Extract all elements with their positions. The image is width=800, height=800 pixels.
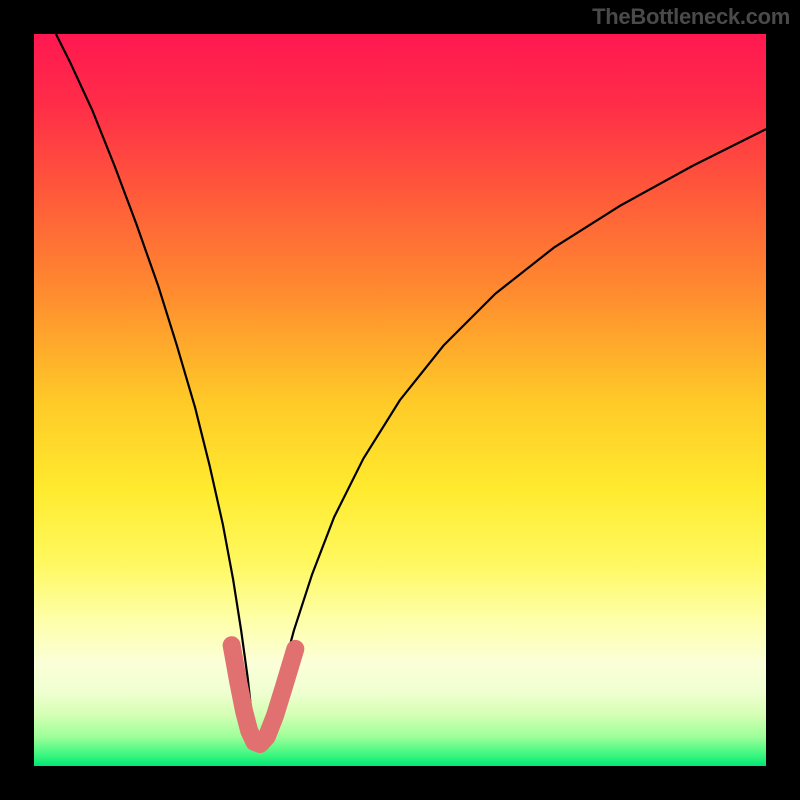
chart-svg	[34, 34, 766, 766]
chart-plot-area	[34, 34, 766, 766]
watermark-text: TheBottleneck.com	[592, 4, 790, 30]
chart-frame: TheBottleneck.com	[0, 0, 800, 800]
